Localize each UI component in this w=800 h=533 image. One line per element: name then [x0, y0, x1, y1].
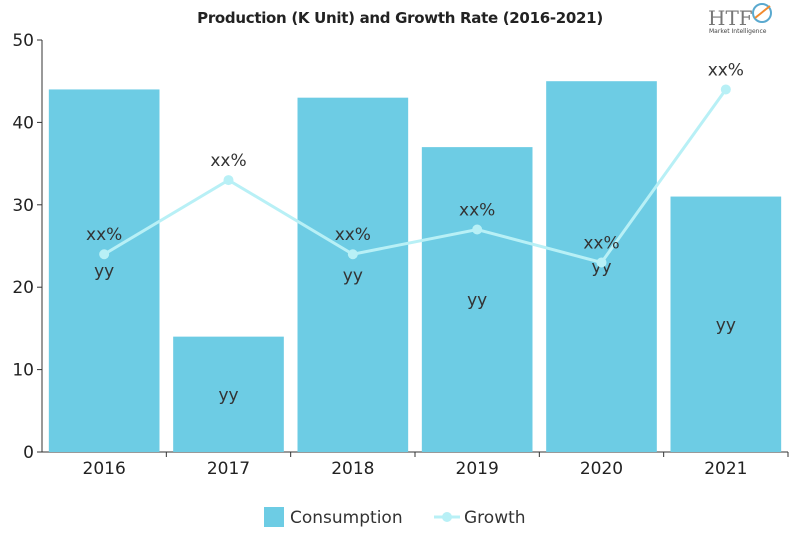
legend-swatch-growth [434, 512, 460, 522]
bar-data-label: yy [94, 262, 114, 282]
x-tick-label: 2019 [456, 459, 499, 479]
plot-area: 0 10 20 30 40 50 2016 yy 2017 yy 2018 yy 2019 yy 2020 y… [12, 31, 789, 479]
growth-data-label: xx% [708, 60, 744, 80]
x-tick-label: 2017 [207, 459, 250, 479]
legend: Consumption Growth [264, 507, 526, 528]
growth-point [99, 249, 110, 260]
y-tick-label: 40 [12, 113, 34, 133]
logo-text: HTF [708, 6, 753, 30]
growth-data-label: xx% [335, 225, 371, 245]
legend-label-growth: Growth [464, 508, 526, 528]
bar-data-label: yy [716, 315, 736, 335]
bar [48, 89, 160, 452]
y-tick-label: 50 [12, 31, 34, 51]
growth-data-label: xx% [86, 225, 122, 245]
y-tick-label: 30 [12, 196, 34, 216]
logo-subtitle: Market Intelligence [709, 28, 767, 35]
growth-point [223, 175, 234, 186]
x-tick-label: 2016 [83, 459, 126, 479]
bar-data-label: yy [218, 385, 238, 405]
legend-label-consumption: Consumption [290, 508, 403, 528]
growth-point [596, 257, 607, 268]
bar-data-label: yy [467, 291, 487, 311]
growth-data-label: xx% [210, 151, 246, 171]
growth-point [347, 249, 358, 260]
bar [297, 97, 409, 453]
growth-point [472, 224, 483, 235]
x-tick-label: 2021 [704, 459, 747, 479]
growth-data-label: xx% [583, 233, 619, 253]
bar [173, 336, 284, 452]
legend-swatch-consumption [264, 507, 284, 527]
y-tick-label: 0 [23, 443, 34, 463]
x-tick-label: 2020 [580, 459, 623, 479]
bar [421, 147, 533, 452]
growth-point [720, 84, 731, 95]
logo-globe-icon [752, 3, 772, 23]
y-tick-label: 10 [12, 361, 34, 381]
growth-data-label: xx% [459, 201, 495, 221]
growth-series-line [103, 88, 728, 265]
bar-data-label: yy [343, 266, 363, 286]
x-tick-label: 2018 [331, 459, 374, 479]
htf-logo: HTF Market Intelligence [708, 3, 772, 35]
chart-title: Production (K Unit) and Growth Rate (201… [197, 9, 603, 27]
y-tick-label: 20 [12, 278, 34, 298]
bar [670, 196, 782, 452]
